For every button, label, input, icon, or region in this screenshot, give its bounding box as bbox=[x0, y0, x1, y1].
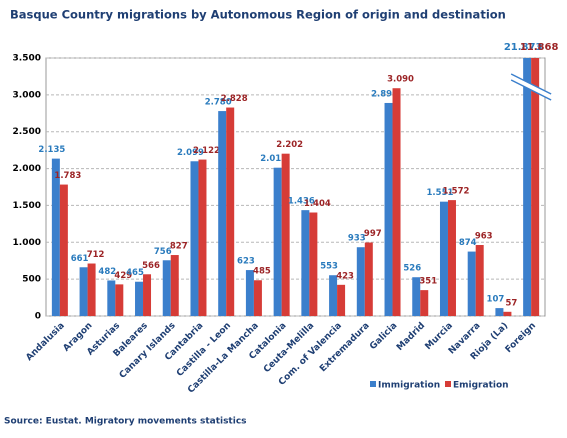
value-label: 2.012 bbox=[260, 154, 287, 164]
bar bbox=[198, 159, 207, 316]
value-label: 107 bbox=[487, 295, 505, 305]
bar bbox=[245, 270, 254, 316]
bar bbox=[392, 88, 401, 316]
value-label: 482 bbox=[98, 267, 116, 277]
value-label: 2.135 bbox=[38, 145, 65, 155]
y-tick-label: 2.500 bbox=[13, 127, 41, 137]
bar bbox=[281, 153, 290, 316]
bar bbox=[162, 260, 171, 316]
value-label: 57 bbox=[505, 298, 517, 308]
value-label: 21.873 bbox=[504, 42, 543, 53]
bar bbox=[79, 267, 88, 316]
bar bbox=[356, 247, 365, 316]
axis-break bbox=[510, 79, 552, 101]
bar bbox=[253, 280, 262, 316]
bar bbox=[226, 107, 235, 316]
value-label: 623 bbox=[237, 257, 255, 267]
bar bbox=[115, 284, 124, 316]
legend-label: Emigration bbox=[453, 381, 509, 391]
value-label: 2.890 bbox=[371, 89, 398, 99]
value-label: 1.436 bbox=[288, 197, 315, 207]
value-label: 1.551 bbox=[427, 188, 454, 198]
bar bbox=[329, 275, 338, 316]
bar bbox=[59, 184, 68, 316]
chart-title: Basque Country migrations by Autonomous … bbox=[10, 8, 506, 22]
bar bbox=[439, 201, 448, 316]
bar bbox=[412, 277, 421, 316]
value-label: 2.780 bbox=[205, 98, 232, 108]
legend-swatch bbox=[445, 381, 451, 387]
x-tick-label: Galicia bbox=[368, 321, 399, 352]
value-label: 712 bbox=[87, 250, 105, 260]
bar bbox=[475, 245, 484, 316]
bar bbox=[87, 263, 96, 316]
bar bbox=[495, 308, 504, 316]
plot-area bbox=[45, 57, 546, 317]
bar bbox=[170, 255, 179, 316]
value-label: 526 bbox=[403, 264, 421, 274]
value-label: 2.202 bbox=[276, 140, 303, 150]
axis-break bbox=[510, 73, 552, 95]
value-label: 351 bbox=[419, 277, 437, 287]
x-tick-label: Ceuta-Melilla bbox=[262, 321, 316, 375]
bar bbox=[337, 284, 346, 316]
y-tick-label: 3.000 bbox=[13, 90, 41, 100]
bar bbox=[107, 280, 116, 316]
bar bbox=[467, 251, 476, 316]
x-tick-label: Foreign bbox=[504, 321, 538, 355]
value-label: 661 bbox=[71, 254, 89, 264]
bar bbox=[309, 212, 318, 316]
value-label: 2.099 bbox=[177, 148, 204, 158]
bar bbox=[531, 58, 540, 316]
bar bbox=[190, 161, 199, 316]
value-label: 933 bbox=[348, 234, 366, 244]
value-label: 566 bbox=[142, 261, 160, 271]
value-label: 997 bbox=[364, 229, 382, 239]
value-label: 2.122 bbox=[193, 146, 220, 156]
x-tick-label: Extremadura bbox=[318, 321, 371, 374]
legend-swatch bbox=[370, 381, 376, 387]
value-label: 429 bbox=[114, 271, 132, 281]
y-tick-label: 500 bbox=[22, 275, 41, 285]
legend-label: Immigration bbox=[378, 381, 440, 391]
value-label: 3.090 bbox=[387, 75, 414, 85]
bar bbox=[447, 200, 456, 316]
value-label: 1.404 bbox=[304, 199, 331, 209]
value-label: 553 bbox=[320, 262, 338, 272]
value-label: 1.572 bbox=[443, 187, 470, 197]
bar bbox=[523, 58, 532, 316]
value-label: 874 bbox=[459, 238, 477, 248]
y-tick-label: 2.000 bbox=[13, 164, 41, 174]
y-tick-label: 1.500 bbox=[13, 201, 41, 211]
bar bbox=[420, 290, 429, 316]
bar bbox=[384, 102, 393, 316]
value-label: 11.868 bbox=[520, 42, 559, 53]
bar bbox=[218, 111, 227, 317]
bar bbox=[51, 158, 60, 316]
y-tick-label: 1.000 bbox=[13, 238, 41, 248]
bar bbox=[273, 167, 282, 316]
value-label: 423 bbox=[336, 271, 354, 281]
x-tick-label: Madrid bbox=[395, 321, 427, 353]
value-label: 756 bbox=[154, 247, 172, 257]
value-label: 963 bbox=[475, 232, 493, 242]
bar bbox=[143, 274, 152, 316]
value-label: 2.828 bbox=[221, 94, 248, 104]
bar bbox=[503, 311, 512, 316]
axis-break bbox=[511, 74, 552, 100]
value-label: 827 bbox=[170, 242, 188, 252]
source: Source: Eustat. Migratory movements stat… bbox=[4, 417, 247, 427]
value-label: 485 bbox=[253, 267, 271, 277]
value-label: 1.783 bbox=[54, 171, 81, 181]
y-tick-label: 0 bbox=[35, 312, 41, 322]
x-tick-label: Andalusia bbox=[24, 321, 66, 363]
value-label: 465 bbox=[126, 268, 144, 278]
bar bbox=[364, 242, 373, 316]
bar bbox=[301, 210, 310, 316]
bar bbox=[135, 281, 144, 316]
y-tick-label: 3.500 bbox=[13, 54, 41, 64]
